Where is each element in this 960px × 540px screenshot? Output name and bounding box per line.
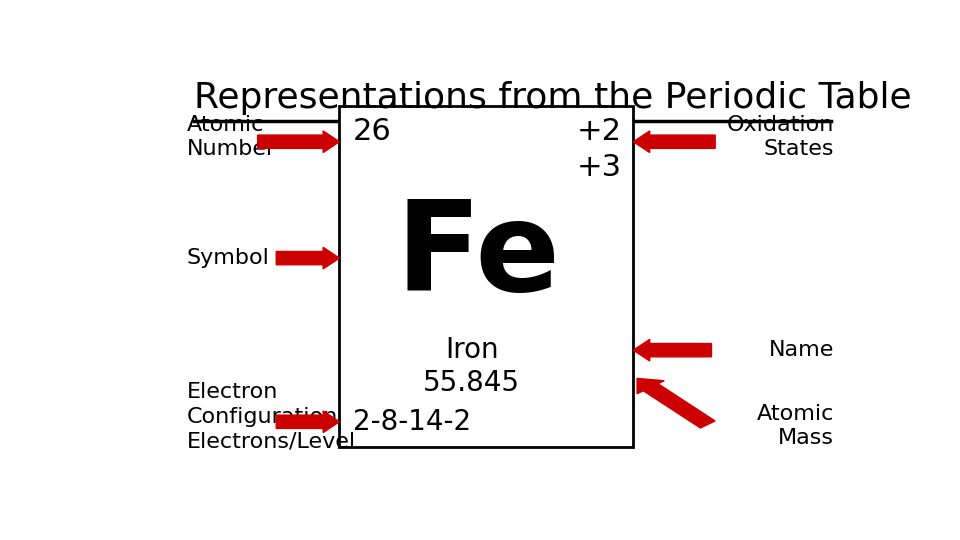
Text: +2
+3: +2 +3	[577, 117, 622, 181]
FancyArrow shape	[634, 339, 711, 361]
Text: Atomic
Mass: Atomic Mass	[756, 404, 834, 449]
Text: Name: Name	[769, 340, 834, 360]
FancyArrow shape	[637, 379, 715, 428]
Text: 55.845: 55.845	[423, 369, 520, 396]
Text: Iron: Iron	[444, 336, 498, 364]
Text: Electron
Configuration
Electrons/Level: Electron Configuration Electrons/Level	[187, 382, 356, 452]
FancyArrow shape	[276, 247, 340, 269]
Text: Symbol: Symbol	[187, 248, 270, 268]
FancyArrow shape	[634, 131, 715, 152]
FancyArrow shape	[276, 411, 340, 433]
Text: 26: 26	[353, 117, 392, 146]
Text: Representations from the Periodic Table: Representations from the Periodic Table	[194, 82, 912, 116]
FancyArrow shape	[257, 131, 340, 152]
Text: Atomic
Number: Atomic Number	[187, 114, 276, 159]
Bar	[340, 106, 634, 447]
Text: Fe: Fe	[396, 196, 560, 317]
Text: Oxidation
States: Oxidation States	[727, 114, 834, 159]
Text: 2-8-14-2: 2-8-14-2	[353, 408, 471, 436]
